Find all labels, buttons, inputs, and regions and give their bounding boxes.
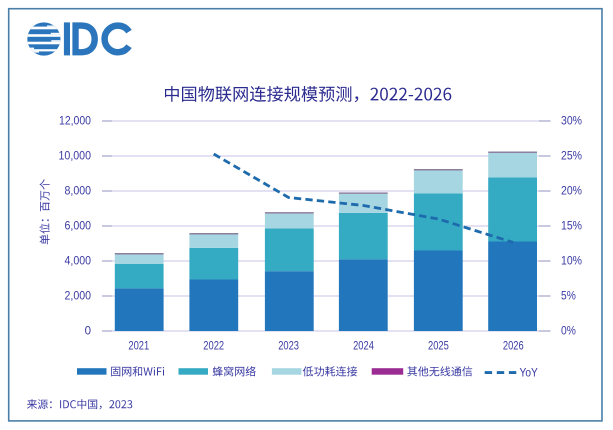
svg-text:2021: 2021 bbox=[128, 341, 149, 353]
svg-text:YoY: YoY bbox=[520, 367, 539, 379]
svg-text:15%: 15% bbox=[561, 221, 582, 233]
svg-text:20%: 20% bbox=[561, 186, 582, 198]
svg-text:12,000: 12,000 bbox=[59, 116, 91, 128]
svg-text:30%: 30% bbox=[561, 116, 582, 128]
svg-text:6,000: 6,000 bbox=[65, 221, 92, 233]
svg-text:2023: 2023 bbox=[278, 341, 299, 353]
svg-text:2025: 2025 bbox=[428, 341, 449, 353]
svg-text:2022: 2022 bbox=[203, 341, 224, 353]
svg-text:5%: 5% bbox=[561, 291, 576, 303]
svg-text:0: 0 bbox=[85, 326, 91, 338]
svg-text:2024: 2024 bbox=[353, 341, 374, 353]
svg-text:4,000: 4,000 bbox=[65, 256, 92, 268]
svg-text:2,000: 2,000 bbox=[65, 291, 92, 303]
svg-text:8,000: 8,000 bbox=[65, 186, 92, 198]
svg-text:10%: 10% bbox=[561, 256, 582, 268]
svg-text:2026: 2026 bbox=[503, 341, 524, 353]
svg-text:25%: 25% bbox=[561, 151, 582, 163]
svg-text:10,000: 10,000 bbox=[59, 151, 92, 163]
svg-text:0%: 0% bbox=[561, 326, 576, 338]
